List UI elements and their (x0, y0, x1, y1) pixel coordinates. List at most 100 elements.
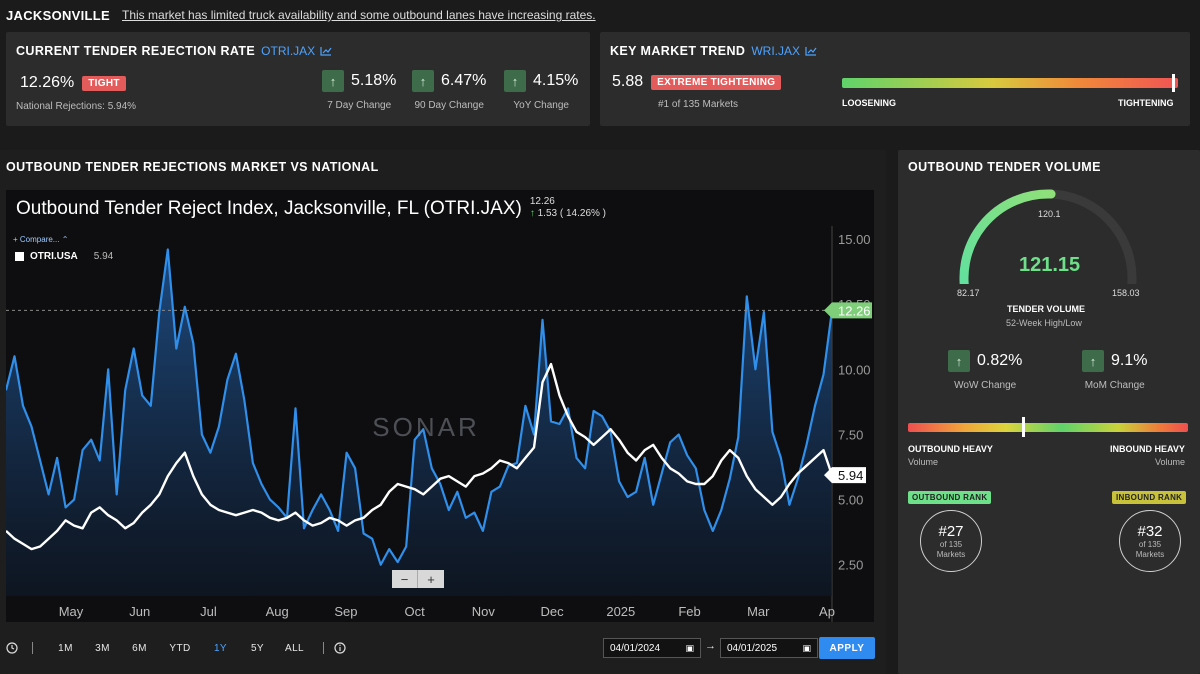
market-trend-panel: KEY MARKET TREND WRI.JAX 5.88 EXTREME TI… (600, 32, 1190, 126)
x-tick-label: Feb (678, 604, 700, 619)
start-date-input[interactable]: 04/01/2024 ▣ (603, 638, 701, 658)
gauge-high: 158.03 (1112, 288, 1140, 298)
volume-value: 121.15 (1019, 254, 1081, 276)
market-note-link[interactable]: This market has limited truck availabili… (122, 8, 596, 22)
gauge-fill (959, 189, 1056, 284)
volume-title: OUTBOUND TENDER VOLUME (908, 160, 1101, 174)
zoom-out-button[interactable]: − (392, 570, 418, 588)
market-name: JACKSONVILLE (6, 7, 111, 23)
date-arrow-icon: → (705, 640, 716, 652)
trend-marker (1171, 74, 1175, 92)
volume-gauge (959, 189, 1137, 284)
trend-rank: #1 of 135 Markets (658, 99, 739, 110)
chart-section-title: OUTBOUND TENDER REJECTIONS MARKET VS NAT… (6, 160, 379, 174)
x-tick-label: Sep (334, 604, 357, 619)
compare-button[interactable]: + Compare... ⌃ (13, 235, 69, 244)
loosening-label: LOOSENING (842, 98, 897, 108)
x-tick-label: Dec (541, 604, 565, 619)
info-icon[interactable] (334, 642, 346, 654)
x-tick-label: Jun (129, 604, 150, 619)
mom-change: ↑ 9.1% MoM Change (1082, 350, 1147, 391)
extreme-tightening-badge: EXTREME TIGHTENING (651, 74, 782, 90)
legend-otri-usa[interactable]: OTRI.USA 5.94 (15, 251, 113, 262)
change-90day: ↑ 6.47% 90 Day Change (412, 70, 486, 111)
jax-last-value: 12.26 (838, 303, 871, 318)
calendar-icon[interactable]: ▣ (685, 642, 694, 653)
time-range-controls: 1M 3M 6M YTD 1Y 5Y ALL (6, 640, 346, 656)
rejection-rate-panel: CURRENT TENDER REJECTION RATE OTRI.JAX 1… (6, 32, 590, 126)
x-tick-label: May (59, 604, 84, 619)
x-tick-label: Ap (819, 604, 835, 619)
apply-button[interactable]: APPLY (819, 637, 875, 659)
range-button-3m[interactable]: 3M (95, 642, 110, 654)
chart-title: Outbound Tender Reject Index, Jacksonvil… (16, 196, 606, 219)
up-arrow-icon: ↑ (1082, 350, 1104, 372)
up-arrow-icon: ↑ (412, 70, 434, 92)
outbound-rank-circle: #27 of 135 Markets (920, 510, 982, 572)
clock-icon[interactable] (6, 642, 18, 654)
inbound-heavy-sub: Volume (1155, 457, 1186, 467)
tightening-label: TIGHTENING (1118, 98, 1174, 108)
y-tick-label: 15.00 (838, 232, 871, 247)
outbound-heavy-sub: Volume (908, 457, 939, 467)
chart-current-value: 12.26 (529, 196, 555, 207)
zoom-controls: − + (392, 570, 444, 588)
inbound-rank-label: INBOUND RANK (1112, 491, 1187, 504)
x-tick-label: Mar (747, 604, 770, 619)
usa-last-value: 5.94 (838, 468, 863, 483)
up-arrow-icon: ↑ (322, 70, 344, 92)
change-yoy: ↑ 4.15% YoY Change (504, 70, 578, 111)
x-tick-label: Aug (266, 604, 289, 619)
range-button-1m[interactable]: 1M (58, 642, 73, 654)
trend-title: KEY MARKET TREND (610, 44, 746, 58)
chart-change: ↑ 1.53 ( 14.26% ) (529, 208, 606, 219)
end-date-input[interactable]: 04/01/2025 ▣ (720, 638, 818, 658)
chart-link-icon[interactable] (320, 46, 332, 56)
change-7day: ↑ 5.18% 7 Day Change (322, 70, 396, 111)
tender-volume-label: TENDER VOLUME (1007, 304, 1086, 314)
trend-bar (842, 74, 1178, 92)
otri-usa-line (6, 362, 834, 551)
calendar-icon[interactable]: ▣ (802, 642, 811, 653)
national-rejections: National Rejections: 5.94% (16, 101, 137, 112)
jax-last-value-tag (824, 302, 872, 319)
x-tick-label: Jul (200, 604, 217, 619)
up-arrow-icon: ↑ (504, 70, 526, 92)
y-tick-label: 5.00 (838, 493, 863, 508)
x-tick-label: Oct (405, 604, 426, 619)
outbound-rank-label: OUTBOUND RANK (908, 491, 992, 504)
y-tick-label: 2.50 (838, 558, 863, 573)
range-button-1y[interactable]: 1Y (213, 642, 228, 654)
range-button-6m[interactable]: 6M (132, 642, 147, 654)
gauge-marker-value: 120.1 (1038, 209, 1061, 219)
range-button-all[interactable]: ALL (285, 642, 304, 654)
inbound-heavy-label: INBOUND HEAVY (1110, 444, 1185, 454)
tender-volume-sublabel: 52-Week High/Low (1006, 318, 1082, 328)
trend-value: 5.88 (612, 73, 644, 90)
balance-marker (1021, 417, 1025, 437)
zoom-in-button[interactable]: + (418, 570, 444, 588)
inbound-rank-circle: #32 of 135 Markets (1119, 510, 1181, 572)
x-tick-label: Nov (472, 604, 496, 619)
otri-chart[interactable]: 15.0012.5010.007.505.002.50SONAR12.265.9… (6, 226, 874, 622)
sonar-watermark: SONAR (372, 412, 479, 442)
tender-volume-panel (898, 150, 1200, 674)
usa-last-value-tag (824, 467, 866, 484)
otri-jax-line (6, 248, 834, 566)
y-tick-label: 10.00 (838, 362, 871, 377)
rejection-value: 12.26% (20, 74, 75, 91)
rejection-ticker-link[interactable]: OTRI.JAX (261, 44, 316, 58)
range-button-5y[interactable]: 5Y (250, 642, 265, 654)
x-tick-label: 2025 (606, 604, 635, 619)
up-arrow-icon: ↑ (948, 350, 970, 372)
y-tick-label: 7.50 (838, 427, 863, 442)
gauge-low: 82.17 (957, 288, 980, 298)
outbound-heavy-label: OUTBOUND HEAVY (908, 444, 993, 454)
chart-link-icon[interactable] (805, 46, 817, 56)
up-arrow-icon: ↑ (529, 208, 535, 219)
range-button-ytd[interactable]: YTD (169, 642, 191, 654)
legend-swatch (15, 252, 24, 261)
trend-ticker-link[interactable]: WRI.JAX (751, 44, 801, 58)
rejection-title: CURRENT TENDER REJECTION RATE (16, 44, 256, 58)
otri-jax-area (6, 249, 832, 596)
